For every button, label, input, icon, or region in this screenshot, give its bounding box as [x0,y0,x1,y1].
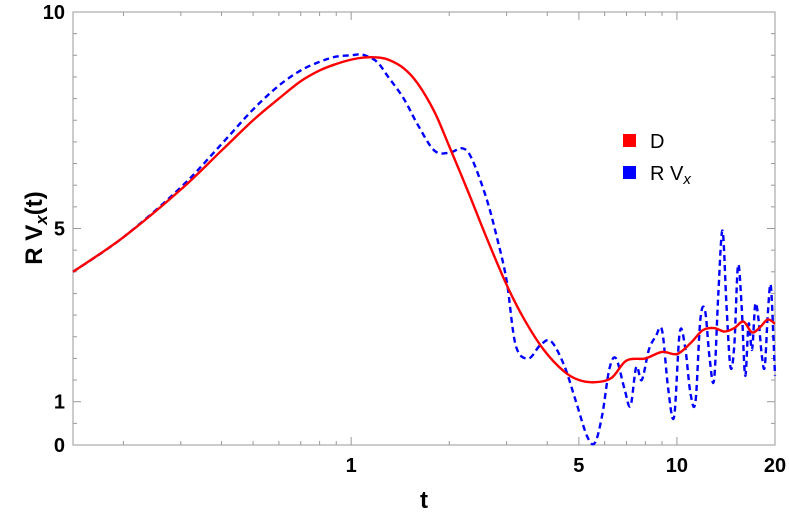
legend-label-d: D [650,131,664,153]
x-tick-label: 5 [573,455,584,477]
y-axis-title-tail: (t) [21,191,48,215]
legend-entry-d: D [623,131,664,153]
tick-labels: 1 5 10 20 0 1 5 10 [43,2,786,477]
y-axis-title-main: R V [21,225,48,265]
legend-label-rvx: R Vx [650,163,691,188]
y-axis-title-subscript: x [32,214,51,226]
legend-swatch-d [623,134,636,147]
legend-swatch-rvx [623,166,636,179]
y-tick-label: 0 [54,435,65,457]
axis-ticks [73,11,776,446]
legend-entry-rvx: R Vx [623,163,691,188]
x-axis-title: t [420,487,428,514]
series-layer [72,53,777,446]
x-tick-label: 1 [346,455,357,477]
y-tick-label: 5 [54,219,65,241]
plot-frame [72,11,776,446]
series-line-d [72,55,776,384]
y-tick-label: 1 [54,392,65,414]
x-tick-label: 10 [666,455,688,477]
legend: D R Vx [623,131,691,188]
y-tick-label: 10 [43,2,65,24]
legend-label-rvx-subscript: x [682,171,691,188]
legend-label-rvx-main: R V [650,163,684,185]
series-line-rvx [72,53,777,446]
x-tick-label: 20 [764,455,786,477]
y-axis-title: R Vx(t) [21,191,51,264]
